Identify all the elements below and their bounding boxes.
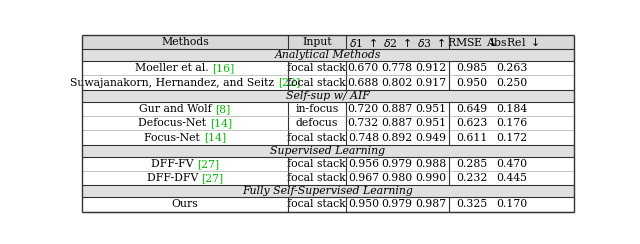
Text: 0.985: 0.985 bbox=[456, 63, 488, 73]
Text: 0.325: 0.325 bbox=[456, 199, 488, 209]
Text: focal stack: focal stack bbox=[287, 159, 346, 169]
Text: 0.263: 0.263 bbox=[497, 63, 528, 73]
Text: 0.979: 0.979 bbox=[381, 159, 412, 169]
Bar bbox=[83, 171, 573, 185]
Bar bbox=[83, 75, 573, 90]
Text: 0.732: 0.732 bbox=[348, 118, 379, 128]
Bar bbox=[83, 35, 573, 49]
Text: $\delta$3 $\uparrow$: $\delta$3 $\uparrow$ bbox=[417, 36, 445, 49]
Text: 0.184: 0.184 bbox=[497, 104, 528, 114]
Text: 0.892: 0.892 bbox=[381, 132, 412, 142]
Bar bbox=[83, 130, 573, 145]
Text: 0.623: 0.623 bbox=[456, 118, 488, 128]
Text: 0.956: 0.956 bbox=[348, 159, 379, 169]
Text: $\delta$1 $\uparrow$: $\delta$1 $\uparrow$ bbox=[349, 36, 378, 49]
Text: [14]: [14] bbox=[204, 132, 226, 142]
Text: Methods: Methods bbox=[161, 37, 209, 47]
Text: focal stack: focal stack bbox=[287, 63, 346, 73]
Text: 0.950: 0.950 bbox=[456, 78, 488, 88]
Text: [27]: [27] bbox=[202, 173, 223, 183]
Text: 0.720: 0.720 bbox=[348, 104, 379, 114]
Bar bbox=[83, 185, 573, 197]
Text: 0.949: 0.949 bbox=[415, 132, 447, 142]
Bar bbox=[83, 90, 573, 102]
Text: 0.250: 0.250 bbox=[497, 78, 528, 88]
Text: 0.670: 0.670 bbox=[348, 63, 379, 73]
Bar bbox=[83, 61, 573, 75]
Text: AbsRel $\downarrow$: AbsRel $\downarrow$ bbox=[486, 36, 539, 48]
Text: in-focus: in-focus bbox=[295, 104, 339, 114]
Text: 0.688: 0.688 bbox=[348, 78, 379, 88]
Text: 0.912: 0.912 bbox=[415, 63, 447, 73]
Text: Ours: Ours bbox=[172, 199, 198, 209]
Bar bbox=[83, 157, 573, 171]
Text: 0.917: 0.917 bbox=[415, 78, 447, 88]
Text: $\delta$2 $\uparrow$: $\delta$2 $\uparrow$ bbox=[383, 36, 411, 49]
Text: Fully Self-Supervised Learning: Fully Self-Supervised Learning bbox=[243, 186, 413, 196]
Text: defocus: defocus bbox=[296, 118, 338, 128]
Text: DFF-FV: DFF-FV bbox=[151, 159, 197, 169]
Text: RMSE $\downarrow$: RMSE $\downarrow$ bbox=[447, 36, 497, 48]
Text: Suwajanakorn, Hernandez, and Seitz: Suwajanakorn, Hernandez, and Seitz bbox=[70, 78, 278, 88]
Text: 0.988: 0.988 bbox=[415, 159, 447, 169]
Text: 0.967: 0.967 bbox=[348, 173, 379, 183]
Text: [22]: [22] bbox=[278, 78, 300, 88]
Text: 0.980: 0.980 bbox=[381, 173, 412, 183]
Text: 0.951: 0.951 bbox=[415, 104, 447, 114]
Text: Analytical Methods: Analytical Methods bbox=[275, 50, 381, 60]
Text: Defocus-Net: Defocus-Net bbox=[138, 118, 210, 128]
Text: focal stack: focal stack bbox=[287, 78, 346, 88]
Text: Input: Input bbox=[302, 37, 332, 47]
Text: Gur and Wolf: Gur and Wolf bbox=[140, 104, 216, 114]
Text: Focus-Net: Focus-Net bbox=[145, 132, 204, 142]
Text: [27]: [27] bbox=[197, 159, 220, 169]
Bar bbox=[83, 145, 573, 157]
Text: 0.649: 0.649 bbox=[456, 104, 488, 114]
Bar bbox=[83, 102, 573, 116]
Text: 0.887: 0.887 bbox=[381, 104, 412, 114]
Text: 0.285: 0.285 bbox=[456, 159, 488, 169]
Text: 0.990: 0.990 bbox=[415, 173, 447, 183]
Text: 0.232: 0.232 bbox=[456, 173, 488, 183]
Text: 0.951: 0.951 bbox=[415, 118, 447, 128]
Text: focal stack: focal stack bbox=[287, 132, 346, 142]
Text: DFF-DFV: DFF-DFV bbox=[147, 173, 202, 183]
Text: 0.170: 0.170 bbox=[497, 199, 528, 209]
Text: 0.748: 0.748 bbox=[348, 132, 379, 142]
Text: 0.445: 0.445 bbox=[497, 173, 527, 183]
Text: 0.611: 0.611 bbox=[456, 132, 488, 142]
Bar bbox=[83, 116, 573, 130]
Text: focal stack: focal stack bbox=[287, 199, 346, 209]
Text: 0.778: 0.778 bbox=[381, 63, 412, 73]
Text: focal stack: focal stack bbox=[287, 173, 346, 183]
Text: Supervised Learning: Supervised Learning bbox=[271, 146, 385, 156]
Text: 0.176: 0.176 bbox=[497, 118, 528, 128]
Text: 0.979: 0.979 bbox=[381, 199, 412, 209]
Text: 0.987: 0.987 bbox=[415, 199, 447, 209]
Bar bbox=[83, 49, 573, 61]
Bar bbox=[83, 197, 573, 212]
Text: 0.887: 0.887 bbox=[381, 118, 412, 128]
Text: 0.802: 0.802 bbox=[381, 78, 412, 88]
Text: [16]: [16] bbox=[212, 63, 235, 73]
Text: 0.470: 0.470 bbox=[497, 159, 528, 169]
Text: Moeller et al.: Moeller et al. bbox=[136, 63, 212, 73]
Text: [14]: [14] bbox=[210, 118, 232, 128]
Text: 0.172: 0.172 bbox=[497, 132, 528, 142]
Text: Self-sup w/ AIF: Self-sup w/ AIF bbox=[286, 91, 370, 101]
Text: [8]: [8] bbox=[216, 104, 231, 114]
Text: 0.950: 0.950 bbox=[348, 199, 379, 209]
